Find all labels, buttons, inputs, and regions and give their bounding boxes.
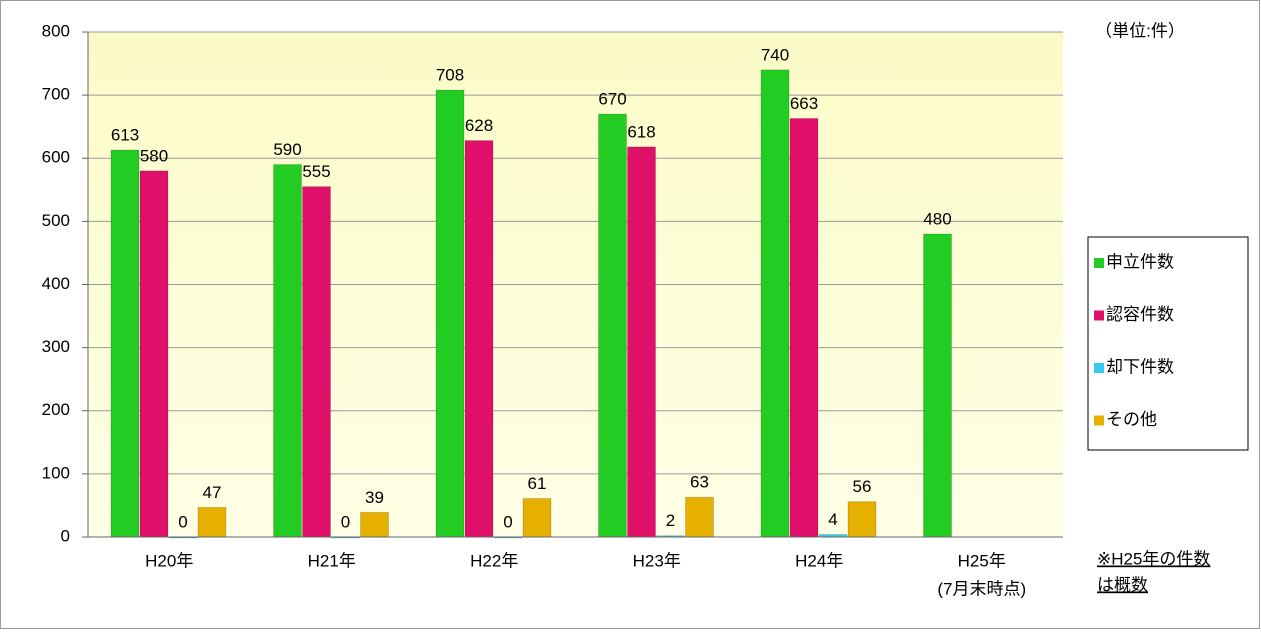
bar	[110, 149, 140, 538]
y-tick-label: 500	[42, 211, 70, 230]
data-label: 740	[761, 45, 789, 64]
y-tick-label: 0	[61, 526, 70, 545]
y-tick-label: 600	[42, 148, 70, 167]
legend-label: その他	[1106, 410, 1157, 429]
data-label: 580	[140, 146, 168, 165]
bar	[789, 117, 819, 538]
data-label: 708	[436, 66, 464, 85]
note: は概数	[1097, 575, 1148, 594]
y-tick-label: 100	[42, 463, 70, 482]
x-tick-note: (7月末時点)	[937, 579, 1026, 598]
bar	[760, 69, 790, 538]
data-label: 39	[365, 488, 384, 507]
bar	[464, 140, 494, 538]
legend-swatch	[1094, 310, 1104, 321]
y-tick-label: 700	[42, 85, 70, 104]
y-tick-label: 800	[42, 21, 70, 40]
data-label: 613	[111, 126, 139, 145]
data-label: 628	[465, 116, 493, 135]
bar	[685, 496, 714, 538]
data-label: 56	[853, 477, 872, 496]
bar	[197, 506, 227, 538]
x-tick-label: H25年	[958, 551, 1006, 570]
bar	[273, 164, 302, 538]
x-tick-label: H24年	[795, 551, 843, 570]
data-label: 663	[790, 94, 818, 113]
bar	[139, 170, 169, 538]
bar	[360, 511, 389, 538]
bar	[522, 497, 552, 538]
legend-label: 認容件数	[1106, 305, 1174, 324]
bar	[598, 113, 627, 538]
bar	[847, 501, 877, 538]
data-label: 47	[203, 483, 222, 502]
data-label: 4	[828, 510, 837, 529]
data-label: 670	[598, 90, 626, 109]
bar	[923, 233, 952, 538]
data-label: 0	[341, 512, 350, 531]
data-label: 555	[302, 162, 330, 181]
legend-swatch	[1094, 258, 1104, 268]
x-tick-label: H22年	[470, 551, 518, 570]
legend-label: 申立件数	[1106, 252, 1174, 271]
data-label: 480	[923, 209, 951, 228]
y-tick-label: 300	[42, 337, 70, 356]
bar	[435, 89, 465, 538]
data-label: 2	[666, 511, 675, 530]
legend	[1087, 236, 1249, 451]
x-tick-label: H21年	[308, 551, 356, 570]
data-label: 0	[178, 512, 187, 531]
y-tick-label: 200	[42, 400, 70, 419]
bar	[627, 146, 656, 538]
unit-label: （単位:件）	[1095, 21, 1185, 40]
data-label: 618	[627, 122, 655, 141]
legend-swatch	[1094, 363, 1104, 373]
data-label: 0	[503, 512, 512, 531]
y-tick-label: 400	[42, 274, 70, 293]
data-label: 590	[273, 140, 301, 159]
bar	[302, 186, 331, 538]
legend-swatch	[1094, 415, 1104, 426]
x-tick-label: H23年	[633, 551, 681, 570]
note: ※H25年の件数	[1097, 549, 1210, 568]
data-label: 63	[690, 473, 709, 492]
x-tick-label: H20年	[145, 551, 193, 570]
data-label: 61	[528, 474, 547, 493]
legend-label: 却下件数	[1106, 357, 1174, 376]
